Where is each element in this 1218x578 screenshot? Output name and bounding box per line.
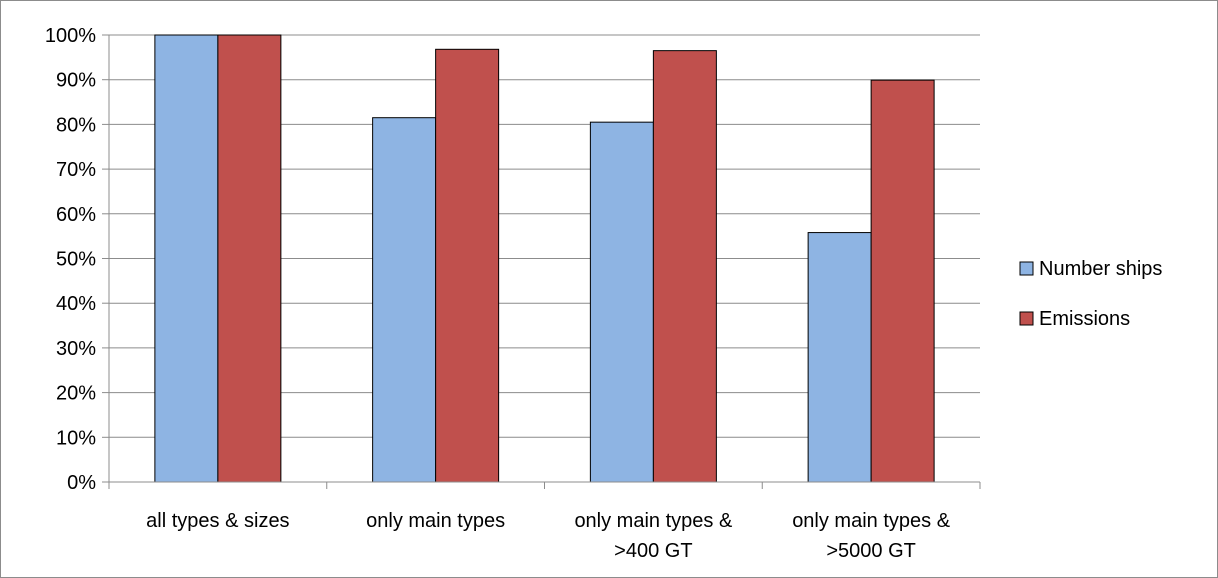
x-category-label: all types & sizes <box>146 510 289 532</box>
y-tick-label: 40% <box>56 293 96 315</box>
legend: Number ships Emissions <box>1019 258 1162 330</box>
bar-number-ships <box>154 34 219 483</box>
y-tick-label: 100% <box>45 25 96 47</box>
axes <box>108 35 981 489</box>
bars <box>154 34 935 483</box>
x-category-label: only main types <box>366 510 505 532</box>
y-tick-label: 30% <box>56 338 96 360</box>
bar-number-ships <box>807 232 872 483</box>
y-tick-label: 70% <box>56 159 96 181</box>
x-category-label: only main types & <box>792 510 951 532</box>
bar-emissions <box>870 79 935 483</box>
y-tick-label: 10% <box>56 427 96 449</box>
legend-label: Number ships <box>1039 258 1162 280</box>
bar-number-ships <box>589 121 654 483</box>
y-tick-label: 60% <box>56 204 96 226</box>
legend-swatch <box>1019 311 1034 326</box>
legend-label: Emissions <box>1039 308 1130 330</box>
y-tick-label: 90% <box>56 70 96 92</box>
bar-emissions <box>217 34 282 483</box>
y-tick-label: 0% <box>67 472 96 494</box>
bar-number-ships <box>372 117 437 483</box>
y-axis-tick-labels: 0% 10% 20% 30% 40% 50% 60% 70% 80% 90% 100% <box>45 25 96 494</box>
y-tick-label: 80% <box>56 114 96 136</box>
y-tick-label: 20% <box>56 383 96 405</box>
x-category-label: only main types & <box>574 510 733 532</box>
x-axis-category-labels: all types & sizes only main types only mai… <box>146 510 951 562</box>
y-tick-label: 50% <box>56 249 96 271</box>
bar-emissions <box>652 50 717 483</box>
x-category-label: >5000 GT <box>826 540 916 562</box>
legend-swatch <box>1019 261 1034 276</box>
bar-emissions <box>435 48 500 483</box>
x-category-label: >400 GT <box>614 540 692 562</box>
